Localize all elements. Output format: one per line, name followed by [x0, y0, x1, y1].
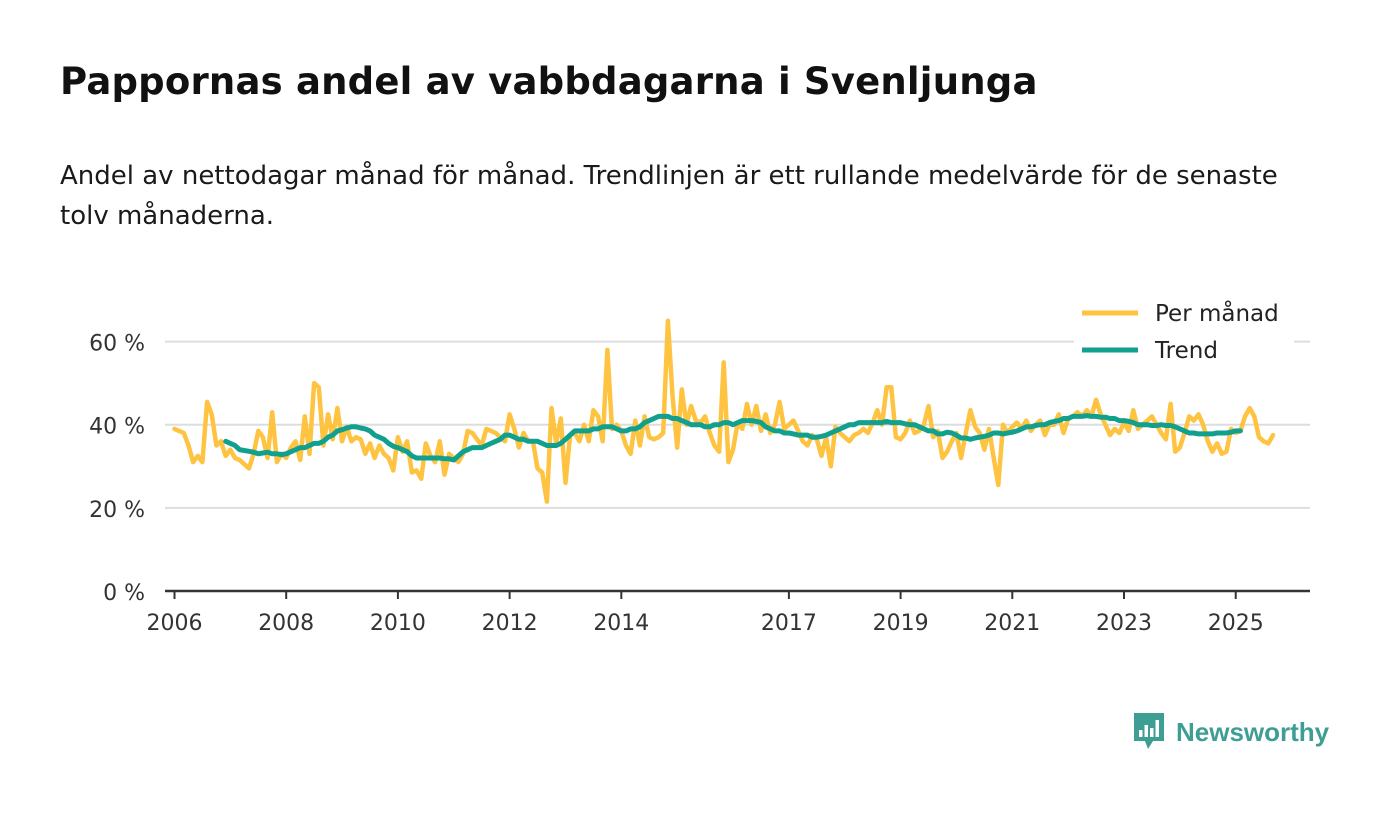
- x-tick-label: 2008: [258, 611, 314, 636]
- x-tick-label: 2010: [370, 611, 426, 636]
- legend-box: [1074, 295, 1294, 371]
- newsworthy-logo: Newsworthy: [1132, 711, 1329, 753]
- x-tick-label: 2006: [146, 611, 202, 636]
- legend-label: Trend: [1154, 338, 1218, 364]
- x-tick-label: 2017: [761, 611, 817, 636]
- series-trend: [223, 413, 1243, 463]
- y-tick-label: 60 %: [89, 332, 145, 357]
- chart-subtitle: Andel av nettodagar månad för månad. Tre…: [60, 161, 1278, 231]
- y-tick-label: 0 %: [103, 581, 145, 606]
- y-tick-label: 20 %: [89, 498, 145, 523]
- newsworthy-logo-icon: [1134, 713, 1164, 749]
- chart-title: Pappornas andel av vabbdagarna i Svenlju…: [60, 60, 1038, 103]
- x-tick-label: 2025: [1208, 611, 1264, 636]
- brand-name: Newsworthy: [1176, 716, 1330, 747]
- x-tick-label: 2021: [984, 611, 1040, 636]
- y-tick-label: 40 %: [89, 415, 145, 440]
- legend-label: Per månad: [1155, 299, 1279, 327]
- x-tick-label: 2014: [593, 611, 649, 636]
- x-tick-label: 2012: [482, 611, 538, 636]
- x-tick-label: 2019: [873, 611, 929, 636]
- x-tick-label: 2023: [1096, 611, 1152, 636]
